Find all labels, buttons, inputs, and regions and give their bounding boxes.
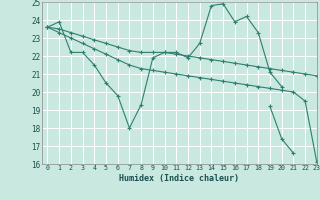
X-axis label: Humidex (Indice chaleur): Humidex (Indice chaleur) [119,174,239,183]
